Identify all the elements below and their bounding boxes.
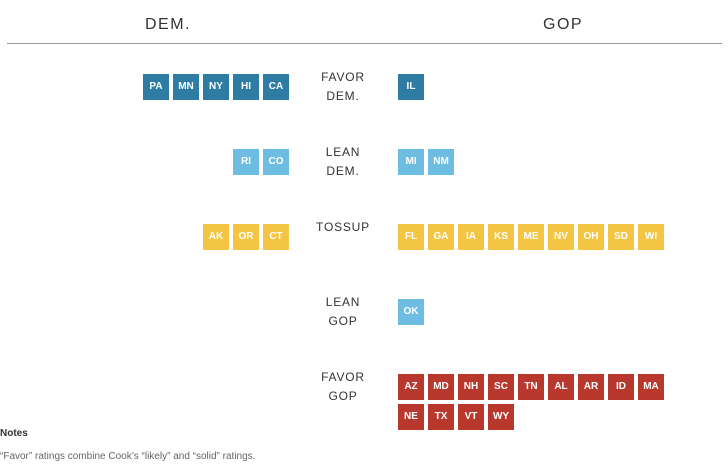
header-divider	[7, 43, 722, 44]
notes-title: Notes	[0, 428, 28, 439]
state-tile-az: AZ	[398, 374, 424, 400]
state-tile-fl: FL	[398, 224, 424, 250]
category-label-line: FAVOR	[321, 370, 365, 384]
category-label-line: LEAN	[325, 145, 361, 159]
state-tile-ma: MA	[638, 374, 664, 400]
state-tile-ak: AK	[203, 224, 229, 250]
state-tile-vt: VT	[458, 404, 484, 430]
dem-column-header: DEM.	[145, 16, 191, 33]
category-label-favor-gop: FAVOR GOP	[300, 368, 386, 406]
category-label-favor-dem: FAVOR DEM.	[300, 68, 386, 106]
notes-text: “Favor” ratings combine Cook’s “likely” …	[0, 451, 256, 462]
state-tile-nv: NV	[548, 224, 574, 250]
state-tile-wi: WI	[638, 224, 664, 250]
state-tile-or: OR	[233, 224, 259, 250]
state-tile-mi: MI	[398, 149, 424, 175]
state-tile-ok: OK	[398, 299, 424, 325]
state-tile-ar: AR	[578, 374, 604, 400]
state-tile-id: ID	[608, 374, 634, 400]
state-tile-me: ME	[518, 224, 544, 250]
state-tile-md: MD	[428, 374, 454, 400]
gop-column-header: GOP	[543, 16, 584, 33]
state-tile-pa: PA	[143, 74, 169, 100]
state-tile-sc: SC	[488, 374, 514, 400]
state-tile-ca: CA	[263, 74, 289, 100]
state-tile-co: CO	[263, 149, 289, 175]
category-label-line: DEM.	[326, 164, 360, 178]
state-tile-ny: NY	[203, 74, 229, 100]
state-tile-tn: TN	[518, 374, 544, 400]
state-tile-hi: HI	[233, 74, 259, 100]
state-tile-ct: CT	[263, 224, 289, 250]
state-tile-nm: NM	[428, 149, 454, 175]
state-tile-al: AL	[548, 374, 574, 400]
category-label-lean-gop: LEAN GOP	[300, 293, 386, 331]
state-tile-sd: SD	[608, 224, 634, 250]
category-label-line: FAVOR	[321, 70, 365, 84]
state-tile-ia: IA	[458, 224, 484, 250]
category-label-tossup: TOSSUP	[300, 218, 386, 237]
category-label-line: GOP	[328, 314, 358, 328]
category-label-line: TOSSUP	[316, 220, 370, 234]
state-tile-tx: TX	[428, 404, 454, 430]
state-tile-il: IL	[398, 74, 424, 100]
category-label-line: GOP	[328, 389, 358, 403]
state-tile-mn: MN	[173, 74, 199, 100]
state-tile-ks: KS	[488, 224, 514, 250]
state-tile-ga: GA	[428, 224, 454, 250]
state-tile-wy: WY	[488, 404, 514, 430]
state-tile-oh: OH	[578, 224, 604, 250]
category-label-line: DEM.	[326, 89, 360, 103]
category-label-lean-dem: LEAN DEM.	[300, 143, 386, 181]
state-tile-ri: RI	[233, 149, 259, 175]
state-tile-nh: NH	[458, 374, 484, 400]
state-tile-ne: NE	[398, 404, 424, 430]
category-label-line: LEAN	[325, 295, 361, 309]
